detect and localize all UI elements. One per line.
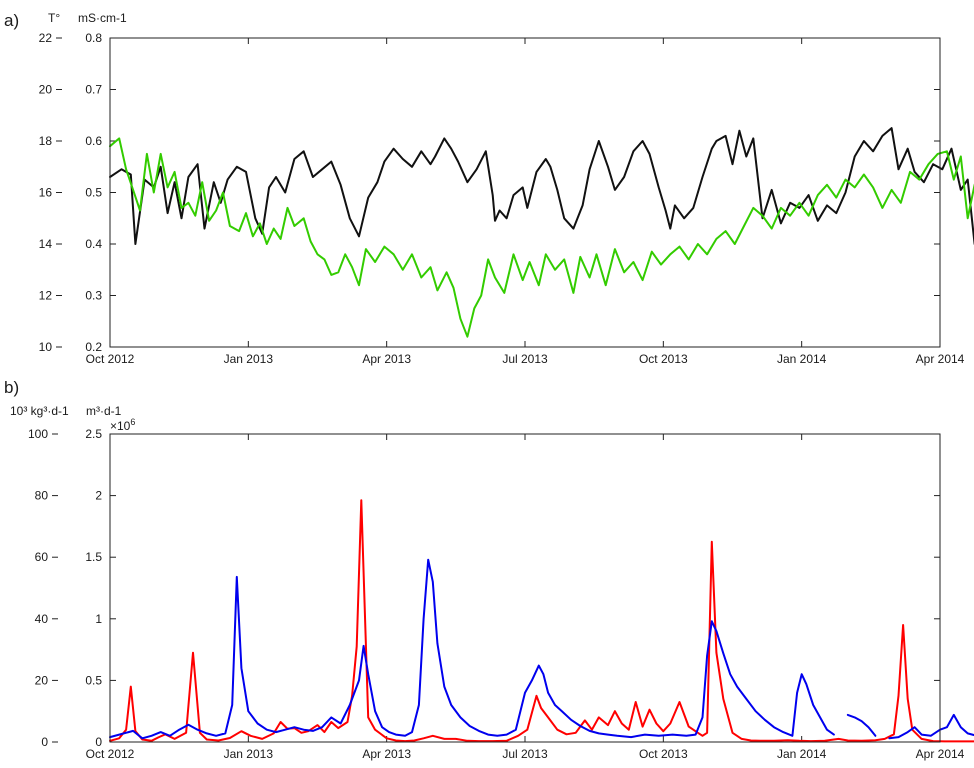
panel-b-left-tick-label: 0 xyxy=(41,735,48,749)
panel-b-right-unit: m³·d-1 xyxy=(86,404,122,418)
panel-a-x-tick-label: Oct 2012 xyxy=(86,352,135,366)
panel-b-left-unit: 10³ kg³·d-1 xyxy=(10,404,69,418)
panel-b-inner-tick-label: 2 xyxy=(95,489,102,503)
panel-a-x-tick-label: Apr 2014 xyxy=(916,352,965,366)
panel-b-inner-tick-label: 1 xyxy=(95,612,102,626)
panel-a-series-1-segment xyxy=(109,137,974,338)
panel-a-left-tick-label: 20 xyxy=(39,83,53,97)
panel-a-left-tick-label: 18 xyxy=(39,134,53,148)
panel-b-left-tick-label: 80 xyxy=(35,489,49,503)
panel-b-ticks: Oct 2012 Jan 2013 Apr 2013 Jul 2013 Oct 2013… xyxy=(28,427,965,761)
panel-a-x-tick-label: Jan 2013 xyxy=(224,352,274,366)
panel-b-inner-tick-label: 0 xyxy=(95,735,102,749)
panel-b-multiplier-exponent: 6 xyxy=(130,417,135,427)
panel-a-left-tick-label: 10 xyxy=(39,340,53,354)
panel-b-x-tick-label: Oct 2013 xyxy=(639,747,688,761)
panel-a-left-tick-label: 12 xyxy=(39,289,53,303)
panel-a-left-tick-label: 14 xyxy=(39,237,53,251)
panel-b: b) 10³ kg³·d-1 m³·d-1 ×106 Oct 2012 Jan 2… xyxy=(4,378,974,761)
panel-a-series-0-segment xyxy=(109,127,974,245)
panel-b-left-tick-label: 40 xyxy=(35,612,49,626)
panel-a-ticks: Oct 2012 Jan 2013 Apr 2013 Jul 2013 Oct 2013… xyxy=(39,31,965,366)
panel-b-inner-tick-label: 0.5 xyxy=(85,673,102,687)
panel-a-lines xyxy=(109,127,974,338)
panel-b-series-1-segment xyxy=(846,713,877,737)
panel-a: a) T° mS·cm-1 Oct 2012 Jan 2013 Apr 2013 Ju… xyxy=(4,11,974,366)
panel-a-inner-tick-label: 0.7 xyxy=(85,83,102,97)
panel-b-lines xyxy=(109,499,974,743)
panel-b-multiplier: ×106 xyxy=(110,417,135,433)
panel-b-inner-tick-label: 2.5 xyxy=(85,427,102,441)
panel-b-left-tick-label: 60 xyxy=(35,550,49,564)
panel-a-left-tick-label: 16 xyxy=(39,186,53,200)
panel-b-left-tick-label: 100 xyxy=(28,427,48,441)
panel-b-series-1-segment xyxy=(109,558,835,740)
panel-b-x-tick-label: Jul 2013 xyxy=(502,747,548,761)
panel-b-x-tick-label: Oct 2012 xyxy=(86,747,135,761)
panel-a-inner-tick-label: 0.8 xyxy=(85,31,102,45)
panel-b-label: b) xyxy=(4,378,19,397)
panel-b-x-tick-label: Apr 2013 xyxy=(362,747,411,761)
panel-a-x-tick-label: Jul 2013 xyxy=(502,352,548,366)
panel-b-x-tick-label: Jan 2014 xyxy=(777,747,827,761)
panel-a-plot-frame xyxy=(109,37,941,348)
panel-a-inner-tick-label: 0.5 xyxy=(85,186,102,200)
panel-b-plot-frame xyxy=(109,433,941,743)
panel-b-x-tick-label: Jan 2013 xyxy=(224,747,274,761)
panel-b-series-0-segment xyxy=(109,499,974,743)
panel-a-x-tick-label: Apr 2013 xyxy=(362,352,411,366)
panel-b-x-tick-label: Apr 2014 xyxy=(916,747,965,761)
panel-b-multiplier-base: ×10 xyxy=(110,419,131,433)
panel-a-x-tick-label: Oct 2013 xyxy=(639,352,688,366)
panel-a-right-unit: mS·cm-1 xyxy=(78,11,127,25)
panel-a-inner-tick-label: 0.4 xyxy=(85,237,102,251)
panel-b-left-tick-label: 20 xyxy=(35,673,49,687)
panel-a-inner-tick-label: 0.2 xyxy=(85,340,102,354)
panel-a-inner-tick-label: 0.6 xyxy=(85,134,102,148)
panel-a-left-tick-label: 22 xyxy=(39,31,53,45)
panel-a-left-unit: T° xyxy=(48,11,60,25)
panel-a-x-tick-label: Jan 2014 xyxy=(777,352,827,366)
panel-a-inner-tick-label: 0.3 xyxy=(85,289,102,303)
panel-b-series-1-segment xyxy=(888,713,974,740)
panel-b-inner-tick-label: 1.5 xyxy=(85,550,102,564)
panel-a-label: a) xyxy=(4,11,19,30)
